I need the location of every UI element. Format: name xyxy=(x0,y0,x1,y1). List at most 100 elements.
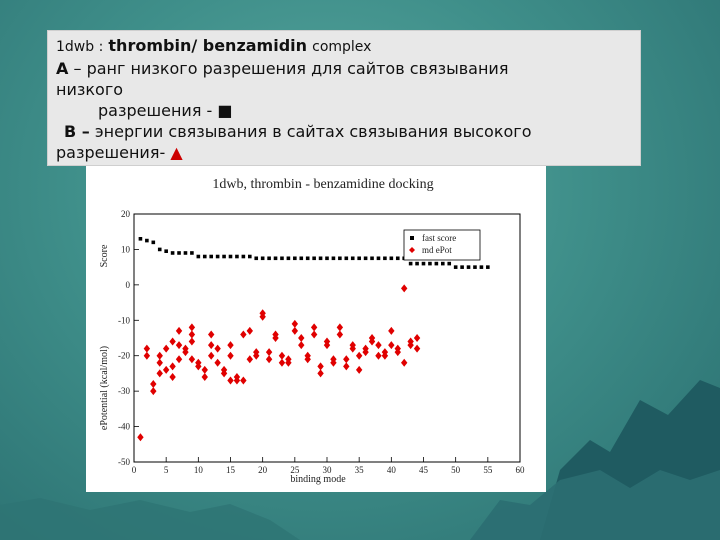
md-epot-point xyxy=(156,369,163,378)
md-epot-point xyxy=(188,323,196,332)
fast-score-point xyxy=(383,256,387,261)
md-epot-point xyxy=(214,344,221,353)
fast-score-point xyxy=(434,261,439,266)
x-tick-label: 5 xyxy=(164,465,169,475)
fast-score-point xyxy=(312,256,316,261)
data-marks xyxy=(137,237,490,442)
fast-score-point xyxy=(338,256,342,261)
md-epot-point xyxy=(169,372,176,381)
md-epot-point xyxy=(195,362,202,371)
md-epot-point xyxy=(188,337,196,346)
fast-score-point xyxy=(157,247,162,252)
legend-box xyxy=(403,229,481,261)
y-tick-label: -30 xyxy=(118,386,130,396)
fast-score-point xyxy=(299,256,304,261)
md-epot-point xyxy=(265,355,273,364)
fast-score-point xyxy=(151,240,156,245)
fast-score-point xyxy=(363,256,368,261)
fast-score-point xyxy=(145,238,149,243)
fast-score-point xyxy=(241,254,246,259)
md-epot-point xyxy=(233,376,241,385)
legend-square-marker xyxy=(410,236,414,240)
caption-line-6-text: разрешения- xyxy=(56,143,166,162)
y-tick-label: -40 xyxy=(118,422,130,432)
fast-score-point xyxy=(421,261,426,266)
md-epot-point xyxy=(240,330,247,339)
x-tick-label: 25 xyxy=(290,465,300,475)
fast-score-point xyxy=(325,256,329,261)
md-epot-point xyxy=(336,330,344,339)
md-epot-point xyxy=(169,337,176,346)
caption-a-text: – ранг низкого разрешения для сайтов свя… xyxy=(73,59,509,78)
md-epot-point xyxy=(175,355,183,364)
caption-label-a: A xyxy=(56,59,69,78)
y-axis-label-score: Score xyxy=(99,244,110,267)
fast-score-point xyxy=(415,261,419,266)
x-tick-label: 55 xyxy=(483,465,493,475)
y-tick-label: 10 xyxy=(121,244,131,254)
md-epot-point xyxy=(304,355,311,364)
x-tick-label: 10 xyxy=(194,465,204,475)
fast-score-point xyxy=(350,256,355,261)
md-epot-point xyxy=(188,330,196,339)
md-epot-point xyxy=(150,387,157,396)
caption-line-5: B – энергии связывания в сайтах связыван… xyxy=(56,121,632,142)
md-epot-point xyxy=(362,348,369,357)
md-epot-point xyxy=(175,326,183,335)
y-axis-label-epotential: ePotential (kcal/mol) xyxy=(99,346,110,430)
md-epot-point xyxy=(291,319,299,328)
md-epot-point xyxy=(201,372,208,381)
md-epot-point xyxy=(162,365,170,374)
fast-score-point xyxy=(190,251,194,255)
fast-score-point xyxy=(202,254,207,259)
md-epot-point xyxy=(259,312,266,321)
chart-title: 1dwb, thrombin - benzamidine docking xyxy=(212,177,433,192)
md-epot-point xyxy=(355,351,363,360)
md-epot-point xyxy=(343,355,350,364)
fast-score-point xyxy=(331,256,336,261)
caption-suffix: complex xyxy=(312,39,372,55)
md-epot-point xyxy=(208,351,215,360)
md-epot-point xyxy=(253,351,260,360)
x-tick-label: 50 xyxy=(451,465,461,475)
md-epot-point xyxy=(317,369,324,378)
fast-score-point xyxy=(273,256,278,261)
caption-line-3: низкого xyxy=(56,80,124,99)
md-epot-point xyxy=(143,351,151,360)
fast-score-point xyxy=(260,256,265,261)
md-epot-point xyxy=(137,433,144,442)
fast-score-point xyxy=(215,254,220,259)
caption-prefix: 1dwb : xyxy=(56,39,104,55)
x-tick-label: 0 xyxy=(132,465,137,475)
fast-score-point xyxy=(344,256,349,261)
y-tick-label: -50 xyxy=(118,457,130,467)
scatter-chart: 1dwb, thrombin - benzamidine docking 0 5 1… xyxy=(99,177,525,485)
fast-score-point xyxy=(460,265,464,269)
fast-score-point xyxy=(222,254,226,259)
legend-label-md-epot: md ePot xyxy=(422,245,452,255)
md-epot-point xyxy=(298,334,305,342)
md-epot-point xyxy=(336,323,344,332)
x-tick-label: 15 xyxy=(226,465,236,475)
md-epot-point xyxy=(227,351,234,360)
md-epot-point xyxy=(227,376,234,385)
fast-score-point xyxy=(170,251,175,255)
md-epot-point xyxy=(182,348,189,357)
md-epot-point xyxy=(246,355,253,364)
y-tick-label: 20 xyxy=(121,209,131,219)
legend-label-fast-score: fast score xyxy=(422,233,456,243)
x-tick-label: 35 xyxy=(355,465,365,475)
md-epot-point xyxy=(201,365,208,374)
x-tick-label: 45 xyxy=(419,465,429,475)
md-epot-point xyxy=(143,344,151,353)
md-epot-point xyxy=(413,344,421,353)
md-epot-point xyxy=(349,344,356,353)
md-epot-point xyxy=(220,369,228,378)
md-epot-point xyxy=(175,341,183,350)
fast-score-point xyxy=(305,256,310,261)
y-tick-label: -20 xyxy=(118,351,130,361)
fast-score-point xyxy=(370,256,374,261)
fast-score-point xyxy=(447,261,452,266)
md-epot-point xyxy=(310,323,318,332)
